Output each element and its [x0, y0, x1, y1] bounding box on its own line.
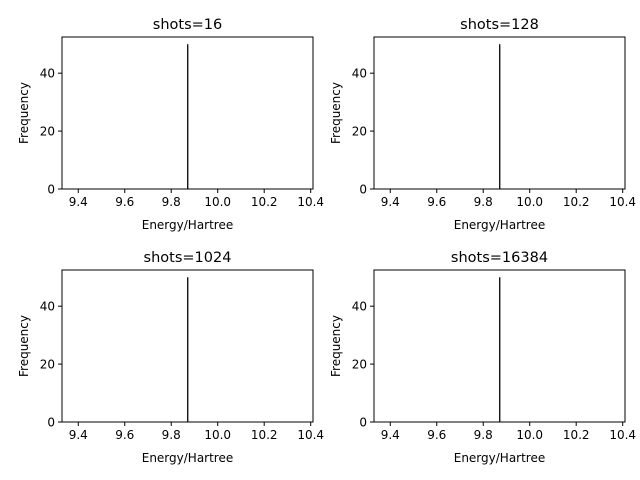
x-tick-label: 10.4 [297, 195, 324, 209]
subplot-title: shots=128 [460, 17, 539, 33]
subplot-4: 9.4 9.6 9.8 10.0 10.2 10.4 0 20 40 shots=16384 Ene… [329, 250, 636, 465]
x-tick-label: 9.4 [69, 428, 88, 442]
x-tick-label: 10.0 [516, 428, 543, 442]
x-tick-label: 10.4 [297, 428, 324, 442]
subplot-title: shots=1024 [144, 250, 232, 266]
y-tick-label: 0 [47, 183, 55, 197]
x-tick-label: 9.4 [69, 195, 88, 209]
x-tick-label: 10.0 [516, 195, 543, 209]
subplot-title: shots=16 [153, 17, 222, 33]
y-tick-label: 0 [359, 416, 367, 430]
y-tick-label: 20 [40, 358, 55, 372]
x-axis-label: Energy/Hartree [142, 218, 234, 232]
x-tick-label: 10.2 [563, 195, 590, 209]
x-tick-label: 9.8 [162, 195, 181, 209]
x-tick-label: 9.6 [427, 428, 446, 442]
x-axis-label: Energy/Hartree [454, 218, 546, 232]
x-tick-label: 10.0 [204, 428, 231, 442]
y-tick-label: 0 [359, 183, 367, 197]
x-tick-label: 10.2 [251, 428, 278, 442]
y-tick-label: 40 [352, 67, 367, 81]
x-tick-label: 9.8 [474, 428, 493, 442]
y-tick-label: 20 [352, 358, 367, 372]
axes-frame [61, 269, 314, 423]
x-tick-label: 9.6 [115, 428, 134, 442]
subplot-1: 9.4 9.6 9.8 10.0 10.2 10.4 0 20 40 shots=16 Energy… [17, 17, 324, 232]
y-axis-label: Frequency [329, 82, 343, 144]
subplot-2: 9.4 9.6 9.8 10.0 10.2 10.4 0 20 40 shots=128 Energ… [329, 17, 636, 232]
y-tick-label: 40 [40, 300, 55, 314]
axes-frame [61, 36, 314, 190]
y-tick-label: 40 [40, 67, 55, 81]
x-tick-label: 10.4 [609, 195, 636, 209]
y-tick-label: 0 [47, 416, 55, 430]
y-tick-label: 20 [352, 125, 367, 139]
subplot-title: shots=16384 [451, 250, 548, 266]
x-tick-label: 9.4 [381, 428, 400, 442]
x-tick-label: 9.6 [427, 195, 446, 209]
x-tick-label: 9.8 [474, 195, 493, 209]
x-axis-label: Energy/Hartree [454, 451, 546, 465]
subplot-3: 9.4 9.6 9.8 10.0 10.2 10.4 0 20 40 shots=1024 Ener… [17, 250, 324, 465]
x-tick-label: 10.2 [563, 428, 590, 442]
x-tick-label: 9.8 [162, 428, 181, 442]
x-axis-label: Energy/Hartree [142, 451, 234, 465]
x-tick-label: 10.0 [204, 195, 231, 209]
y-axis-label: Frequency [17, 315, 31, 377]
y-axis-label: Frequency [329, 315, 343, 377]
y-tick-label: 40 [352, 300, 367, 314]
y-axis-label: Frequency [17, 82, 31, 144]
x-tick-label: 10.2 [251, 195, 278, 209]
x-tick-label: 9.6 [115, 195, 134, 209]
x-tick-label: 10.4 [609, 428, 636, 442]
axes-frame [373, 269, 626, 423]
x-tick-label: 9.4 [381, 195, 400, 209]
y-tick-label: 20 [40, 125, 55, 139]
axes-frame [373, 36, 626, 190]
